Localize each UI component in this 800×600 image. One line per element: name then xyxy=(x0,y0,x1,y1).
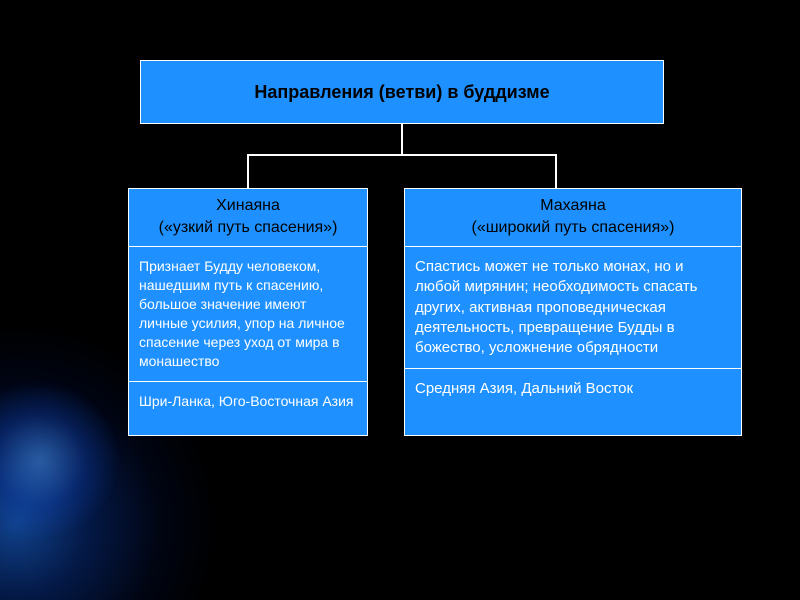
connector-horizontal xyxy=(247,154,557,156)
root-node: Направления (ветви) в буддизме xyxy=(140,60,664,124)
branch-hinayana-description: Признает Будду человеком, нашедшим путь … xyxy=(129,247,367,381)
branch-mahayana-subtitle: («широкий путь спасения») xyxy=(413,217,733,239)
connector-left-down xyxy=(247,154,249,188)
branch-mahayana-regions: Средняя Азия, Дальний Восток xyxy=(405,369,741,409)
slide-stage: Направления (ветви) в буддизме Хинаяна (… xyxy=(0,0,800,600)
branch-hinayana-subtitle: («узкий путь спасения») xyxy=(137,217,359,239)
branch-mahayana: Махаяна («широкий путь спасения») Спасти… xyxy=(404,188,742,436)
connector-root-down xyxy=(401,124,403,154)
branch-mahayana-name: Махаяна xyxy=(413,195,733,217)
background-glow-small xyxy=(0,380,120,540)
branch-hinayana: Хинаяна («узкий путь спасения») Признает… xyxy=(128,188,368,436)
connector-right-down xyxy=(555,154,557,188)
branch-hinayana-header: Хинаяна («узкий путь спасения») xyxy=(129,189,367,247)
branch-mahayana-header: Махаяна («широкий путь спасения») xyxy=(405,189,741,247)
branch-mahayana-description: Спастись может не только монах, но и люб… xyxy=(405,247,741,369)
branch-hinayana-regions: Шри-Ланка, Юго-Восточная Азия xyxy=(129,382,367,421)
branch-hinayana-name: Хинаяна xyxy=(137,195,359,217)
root-title: Направления (ветви) в буддизме xyxy=(254,82,549,103)
